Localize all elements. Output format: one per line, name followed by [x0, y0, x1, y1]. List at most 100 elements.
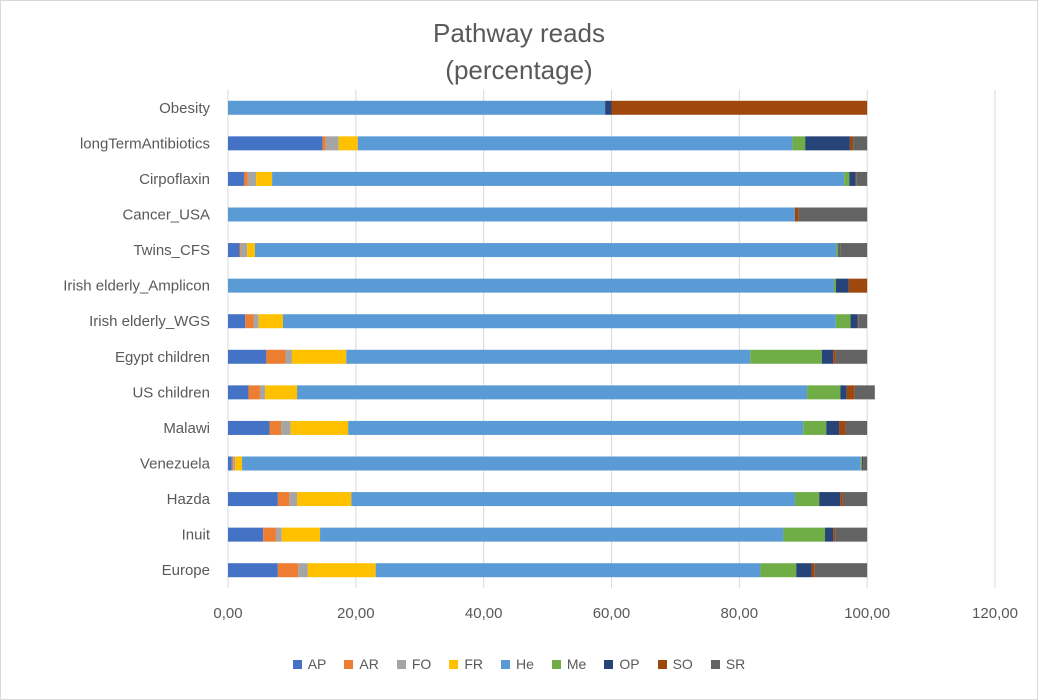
- bar-OP-5: [835, 278, 849, 293]
- legend-swatch-OP: [604, 660, 614, 669]
- legend-label-AP: AP: [307, 656, 327, 672]
- legend-label-FR: FR: [464, 656, 483, 672]
- legend-item-OP: OP: [604, 656, 640, 672]
- bar-AP-1: [228, 136, 323, 151]
- legend-label-He: He: [515, 656, 534, 672]
- legend-item-AR: AR: [344, 656, 379, 672]
- bar-Me-7: [750, 349, 822, 364]
- chart-title-line-1: Pathway reads: [433, 18, 605, 48]
- bar-FR-7: [291, 349, 347, 364]
- legend-label-FO: FO: [411, 656, 432, 672]
- bar-FR-11: [297, 492, 352, 507]
- bar-SO-12: [833, 527, 836, 542]
- bar-OP-4: [838, 243, 840, 258]
- bar-OP-8: [840, 385, 847, 400]
- bar-FR-4: [247, 243, 255, 258]
- bar-FO-11: [289, 492, 298, 507]
- bar-Me-6: [835, 314, 851, 329]
- bar-He-0: [228, 100, 606, 115]
- bar-FR-10: [235, 456, 243, 471]
- bar-Me-10: [860, 456, 863, 471]
- bar-OP-2: [849, 171, 856, 186]
- bar-SO-5: [848, 278, 868, 293]
- category-label-12: Inuit: [182, 527, 211, 544]
- bar-FO-6: [253, 314, 259, 329]
- bar-SR-8: [854, 385, 875, 400]
- bar-SR-4: [840, 243, 868, 258]
- bar-AR-11: [277, 492, 290, 507]
- bar-OP-11: [819, 492, 841, 507]
- x-tick-label-6: 120,00: [972, 605, 1018, 622]
- bar-SR-13: [814, 563, 868, 578]
- bar-Me-1: [792, 136, 806, 151]
- bar-AP-10: [228, 456, 232, 471]
- bar-He-8: [297, 385, 808, 400]
- bar-OP-0: [605, 100, 612, 115]
- bar-He-9: [348, 420, 804, 435]
- bar-Me-8: [807, 385, 841, 400]
- bar-SO-1: [849, 136, 854, 151]
- category-label-0: Obesity: [159, 100, 210, 117]
- bar-FR-13: [307, 563, 376, 578]
- bar-AR-10: [231, 456, 234, 471]
- bar-FO-10: [233, 456, 236, 471]
- bar-OP-7: [821, 349, 834, 364]
- bar-FR-1: [338, 136, 358, 151]
- bar-AR-2: [243, 171, 248, 186]
- bar-FO-9: [281, 420, 291, 435]
- bar-AR-12: [263, 527, 276, 542]
- legend-swatch-AR: [344, 660, 354, 669]
- bar-FO-2: [247, 171, 257, 186]
- bar-SR-10: [863, 456, 868, 471]
- bar-SR-2: [856, 171, 868, 186]
- bar-SO-3: [794, 207, 799, 222]
- bar-OP-10: [862, 456, 864, 471]
- legend-swatch-FO: [396, 660, 406, 669]
- bar-SR-1: [853, 136, 868, 151]
- bar-OP-12: [824, 527, 834, 542]
- bar-He-3: [228, 207, 795, 222]
- bar-Me-4: [836, 243, 839, 258]
- legend-label-Me: Me: [566, 656, 587, 672]
- bar-FO-4: [240, 243, 248, 258]
- bar-Me-2: [844, 171, 850, 186]
- bar-SO-9: [839, 420, 846, 435]
- legend-label-OP: OP: [619, 656, 640, 672]
- legend: AP AR FO FR He Me OP SO SR: [0, 656, 1038, 672]
- bar-SR-11: [842, 492, 868, 507]
- category-label-10: Venezuela: [140, 456, 211, 473]
- bar-AP-2: [228, 171, 244, 186]
- legend-swatch-He: [500, 660, 510, 669]
- legend-item-FR: FR: [449, 656, 483, 672]
- bar-He-1: [357, 136, 793, 151]
- bar-Me-12: [783, 527, 825, 542]
- legend-item-He: He: [500, 656, 534, 672]
- category-label-2: Cirpoflaxin: [139, 171, 210, 188]
- x-tick-label-4: 80,00: [721, 605, 759, 622]
- legend-swatch-AP: [292, 660, 302, 669]
- category-axis: Obesity longTermAntibiotics Cirpoflaxin Can…: [63, 100, 211, 579]
- bar-FO-7: [285, 349, 292, 364]
- bar-Me-13: [760, 563, 797, 578]
- bar-SO-8: [846, 385, 855, 400]
- bars: [228, 100, 875, 578]
- bar-AP-7: [228, 349, 267, 364]
- bar-SO-11: [840, 492, 843, 507]
- category-label-3: Cancer_USA: [122, 207, 210, 224]
- bar-SO-7: [833, 349, 836, 364]
- bar-SR-6: [858, 314, 868, 329]
- legend-label-SR: SR: [725, 656, 746, 672]
- legend-item-FO: FO: [396, 656, 432, 672]
- bar-FR-9: [290, 420, 349, 435]
- bar-FO-12: [275, 527, 282, 542]
- bar-SR-7: [835, 349, 868, 364]
- bar-SO-2: [855, 171, 857, 186]
- legend-swatch-Me: [551, 660, 561, 669]
- bar-AR-8: [248, 385, 260, 400]
- bar-SO-6: [857, 314, 859, 329]
- bar-AR-13: [277, 563, 299, 578]
- legend-label-SO: SO: [672, 656, 693, 672]
- gridlines: [227, 90, 996, 588]
- category-label-11: Hazda: [167, 491, 211, 508]
